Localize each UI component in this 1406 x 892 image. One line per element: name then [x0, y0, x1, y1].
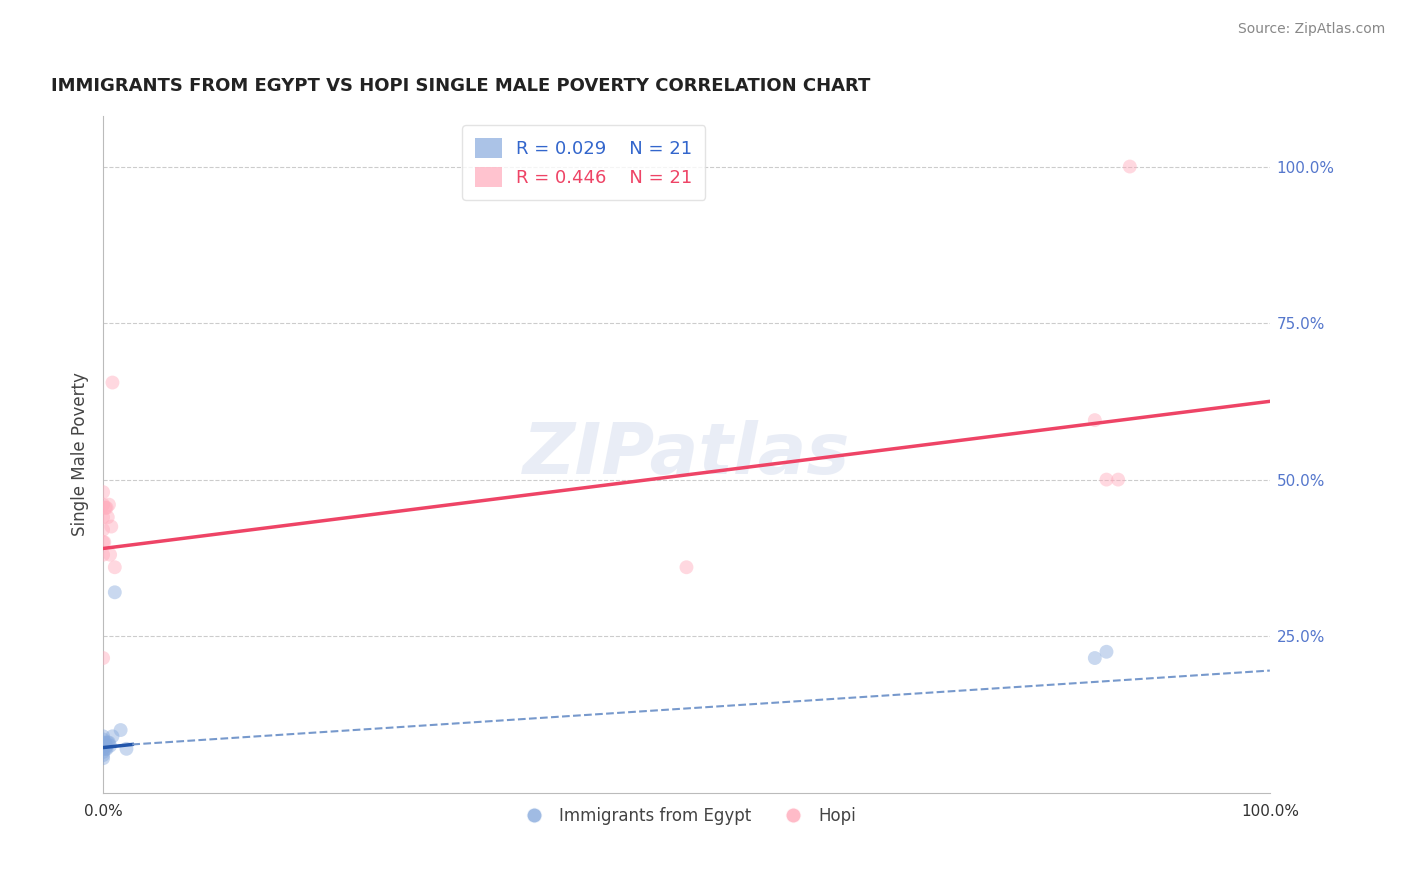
Point: [97, 735, 120, 749]
Point: [91, 745, 114, 759]
Point: [1095, 645, 1118, 659]
Point: [1084, 413, 1107, 427]
Point: [93, 535, 115, 549]
Point: [91, 732, 114, 747]
Point: [1119, 160, 1142, 174]
Point: [115, 741, 138, 756]
Point: [91, 739, 114, 753]
Point: [96, 741, 118, 756]
Point: [101, 729, 124, 743]
Point: [91, 735, 114, 749]
Point: [91, 651, 114, 665]
Point: [94, 735, 117, 749]
Point: [91, 748, 114, 763]
Point: [91, 741, 114, 756]
Point: [91, 485, 114, 500]
Point: [97, 498, 120, 512]
Point: [101, 376, 124, 390]
Text: ZIPatlas: ZIPatlas: [523, 420, 851, 489]
Point: [91, 498, 114, 512]
Point: [91, 523, 114, 537]
Point: [94, 500, 117, 515]
Legend: Immigrants from Egypt, Hopi: Immigrants from Egypt, Hopi: [510, 800, 862, 831]
Point: [1107, 473, 1129, 487]
Point: [96, 739, 118, 753]
Point: [91, 729, 114, 743]
Point: [91, 548, 114, 562]
Point: [104, 560, 127, 574]
Point: [100, 519, 122, 533]
Point: [91, 535, 114, 549]
Point: [91, 510, 114, 524]
Point: [97, 510, 120, 524]
Text: Source: ZipAtlas.com: Source: ZipAtlas.com: [1237, 22, 1385, 37]
Point: [97, 735, 120, 749]
Y-axis label: Single Male Poverty: Single Male Poverty: [72, 373, 89, 536]
Point: [98, 548, 121, 562]
Point: [91, 751, 114, 765]
Point: [110, 723, 132, 737]
Text: IMMIGRANTS FROM EGYPT VS HOPI SINGLE MALE POVERTY CORRELATION CHART: IMMIGRANTS FROM EGYPT VS HOPI SINGLE MAL…: [51, 78, 870, 95]
Point: [675, 560, 697, 574]
Point: [1084, 651, 1107, 665]
Point: [94, 741, 117, 756]
Point: [104, 585, 127, 599]
Point: [96, 500, 118, 515]
Point: [98, 739, 121, 753]
Point: [1095, 473, 1118, 487]
